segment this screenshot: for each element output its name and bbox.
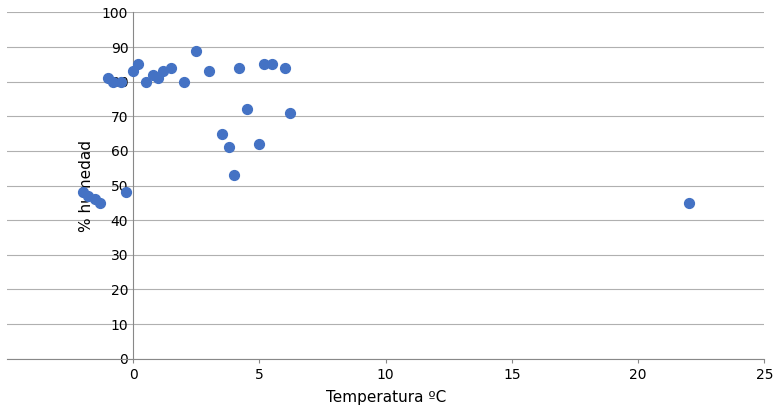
Point [215,130,228,137]
Point [682,199,695,206]
Point [101,75,114,82]
Point [158,68,170,75]
Point [147,71,160,78]
Point [81,193,94,199]
Point [76,189,89,196]
Point [119,189,132,196]
Point [140,78,152,85]
Y-axis label: % humedad: % humedad [79,140,94,232]
Point [132,61,144,68]
Point [240,106,253,113]
Point [177,78,190,85]
Point [266,61,278,68]
Point [233,65,246,71]
Point [115,78,127,85]
Point [94,199,107,206]
Point [223,144,236,151]
Point [283,110,296,116]
Point [127,68,140,75]
Point [190,47,203,54]
Point [107,78,119,85]
Point [203,68,215,75]
Point [228,172,240,178]
Point [165,65,177,71]
Point [152,75,165,82]
Point [258,61,271,68]
Point [278,65,291,71]
Point [254,141,266,147]
X-axis label: Temperatura ºC: Temperatura ºC [325,390,445,405]
Point [89,196,101,203]
